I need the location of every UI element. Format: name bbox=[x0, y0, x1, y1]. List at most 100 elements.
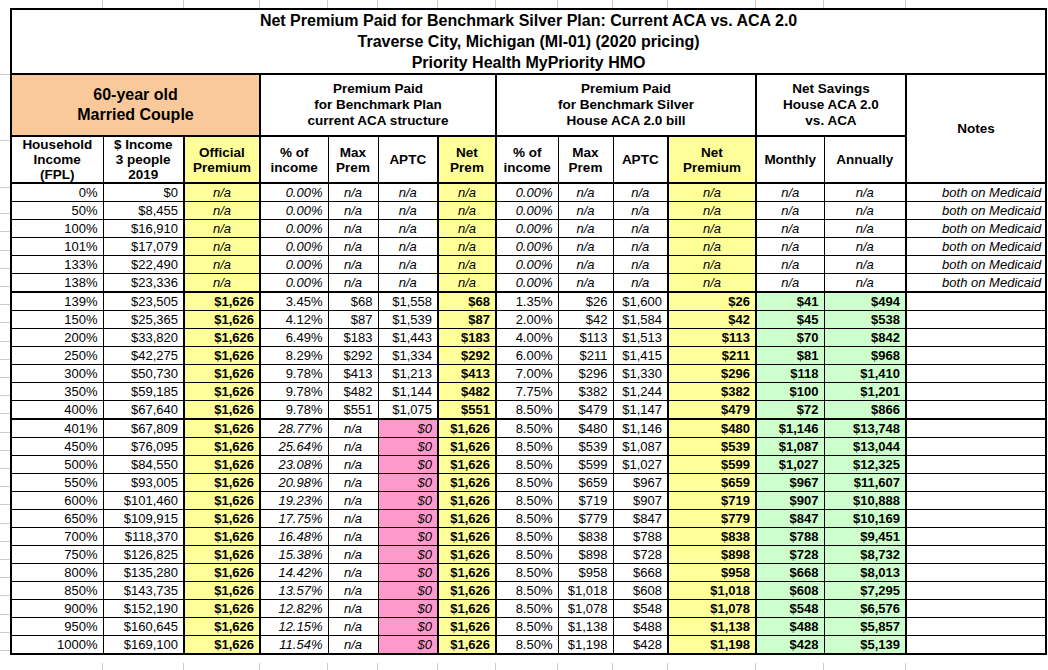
cell-pct2: 8.50% bbox=[496, 600, 558, 618]
cell-net2: $599 bbox=[668, 456, 756, 474]
cell-monthly: $967 bbox=[756, 474, 824, 492]
group-profile: 60-year old Married Couple bbox=[11, 74, 260, 136]
cell-net1: $1,626 bbox=[438, 456, 496, 474]
cell-net1: $1,626 bbox=[438, 438, 496, 456]
cell-net1: $292 bbox=[438, 347, 496, 365]
cell-aptc2: n/a bbox=[613, 183, 668, 202]
cell-note bbox=[906, 347, 1046, 365]
cell-monthly: $41 bbox=[756, 292, 824, 311]
cell-fpl: 350% bbox=[11, 383, 103, 401]
table-row: 300%$50,730$1,6269.78%$413$1,213$4137.00… bbox=[11, 365, 1046, 383]
cell-net1: $183 bbox=[438, 329, 496, 347]
cell-aptc2: $668 bbox=[613, 564, 668, 582]
cell-fpl: 1000% bbox=[11, 636, 103, 655]
cell-fpl: 100% bbox=[11, 220, 103, 238]
cell-net1: $1,626 bbox=[438, 564, 496, 582]
cell-income: $126,825 bbox=[103, 546, 184, 564]
cell-fpl: 850% bbox=[11, 582, 103, 600]
table-body: 0%$0n/a0.00%n/an/an/a0.00%n/an/an/an/an/… bbox=[11, 183, 1046, 654]
cell-pct2: 1.35% bbox=[496, 292, 558, 311]
cell-note bbox=[906, 546, 1046, 564]
cell-annually: $5,857 bbox=[824, 618, 906, 636]
gridline-stub bbox=[259, 0, 260, 8]
cell-pct2: 8.50% bbox=[496, 528, 558, 546]
cell-net1: $1,626 bbox=[438, 636, 496, 655]
column-header-annually: Annually bbox=[824, 136, 906, 183]
cell-note: both on Medicaid bbox=[906, 220, 1046, 238]
group-net-savings: Net Savings House ACA 2.0 vs. ACA bbox=[756, 74, 906, 136]
cell-max1: n/a bbox=[328, 636, 378, 655]
table-row: 150%$25,365$1,6264.12%$87$1,539$872.00%$… bbox=[11, 311, 1046, 329]
table-row: 750%$126,825$1,62615.38%n/a$0$1,6268.50%… bbox=[11, 546, 1046, 564]
cell-aptc2: $728 bbox=[613, 546, 668, 564]
cell-aptc1: n/a bbox=[378, 202, 438, 220]
cell-monthly: n/a bbox=[756, 202, 824, 220]
premium-comparison-table: Net Premium Paid for Benchmark Silver Pl… bbox=[10, 8, 1047, 655]
gridline-stub bbox=[259, 663, 260, 670]
cell-aptc2: $788 bbox=[613, 528, 668, 546]
table-row: 450%$76,095$1,62625.64%n/a$0$1,6268.50%$… bbox=[11, 438, 1046, 456]
cell-max2: $113 bbox=[558, 329, 613, 347]
cell-income: $101,460 bbox=[103, 492, 184, 510]
cell-max2: $1,078 bbox=[558, 600, 613, 618]
cell-net2: $539 bbox=[668, 438, 756, 456]
cell-pct1: 9.78% bbox=[260, 401, 328, 420]
cell-net1: $68 bbox=[438, 292, 496, 311]
cell-note bbox=[906, 600, 1046, 618]
table-row: 401%$67,809$1,62628.77%n/a$0$1,6268.50%$… bbox=[11, 419, 1046, 438]
cell-fpl: 139% bbox=[11, 292, 103, 311]
cell-income: $50,730 bbox=[103, 365, 184, 383]
cell-pct2: 2.00% bbox=[496, 311, 558, 329]
gridline-stub bbox=[0, 187, 10, 188]
cell-monthly: n/a bbox=[756, 238, 824, 256]
cell-max2: $479 bbox=[558, 401, 613, 420]
cell-fpl: 300% bbox=[11, 365, 103, 383]
cell-max1: n/a bbox=[328, 618, 378, 636]
cell-note: both on Medicaid bbox=[906, 274, 1046, 293]
cell-aptc2: $1,146 bbox=[613, 419, 668, 438]
cell-fpl: 200% bbox=[11, 329, 103, 347]
cell-monthly: $81 bbox=[756, 347, 824, 365]
group-aca-2-0: Premium Paid for Benchmark Silver House … bbox=[496, 74, 756, 136]
cell-max2: n/a bbox=[558, 238, 613, 256]
cell-annually: $1,201 bbox=[824, 383, 906, 401]
cell-monthly: $548 bbox=[756, 600, 824, 618]
cell-net2: $958 bbox=[668, 564, 756, 582]
cell-max1: $413 bbox=[328, 365, 378, 383]
table-row: 139%$23,505$1,6263.45%$68$1,558$681.35%$… bbox=[11, 292, 1046, 311]
gridline-stub bbox=[437, 663, 438, 670]
table-row: 850%$143,735$1,62613.57%n/a$0$1,6268.50%… bbox=[11, 582, 1046, 600]
cell-pct2: 7.75% bbox=[496, 383, 558, 401]
gridline-stub bbox=[183, 663, 184, 670]
cell-note bbox=[906, 311, 1046, 329]
cell-max2: $480 bbox=[558, 419, 613, 438]
cell-pct2: 8.50% bbox=[496, 618, 558, 636]
cell-net2: $1,078 bbox=[668, 600, 756, 618]
cell-pct1: 0.00% bbox=[260, 202, 328, 220]
cell-aptc2: $1,584 bbox=[613, 311, 668, 329]
cell-official: $1,626 bbox=[184, 311, 260, 329]
cell-aptc2: $1,147 bbox=[613, 401, 668, 420]
cell-aptc2: $1,244 bbox=[613, 383, 668, 401]
cell-fpl: 401% bbox=[11, 419, 103, 438]
cell-pct2: 8.50% bbox=[496, 438, 558, 456]
cell-pct1: 20.98% bbox=[260, 474, 328, 492]
cell-net2: $296 bbox=[668, 365, 756, 383]
cell-max2: $211 bbox=[558, 347, 613, 365]
cell-max2: $898 bbox=[558, 546, 613, 564]
cell-aptc1: $0 bbox=[378, 492, 438, 510]
cell-note bbox=[906, 582, 1046, 600]
cell-aptc2: $1,087 bbox=[613, 438, 668, 456]
gridline-stub bbox=[823, 0, 824, 8]
cell-net2: n/a bbox=[668, 220, 756, 238]
cell-aptc1: $1,213 bbox=[378, 365, 438, 383]
cell-fpl: 900% bbox=[11, 600, 103, 618]
cell-max2: $1,138 bbox=[558, 618, 613, 636]
cell-aptc1: $1,075 bbox=[378, 401, 438, 420]
cell-net2: $719 bbox=[668, 492, 756, 510]
table-row: 133%$22,490n/a0.00%n/an/an/a0.00%n/an/an… bbox=[11, 256, 1046, 274]
column-header-max-prem-aca: Max Prem bbox=[328, 136, 378, 183]
cell-annually: $494 bbox=[824, 292, 906, 311]
cell-net1: $413 bbox=[438, 365, 496, 383]
cell-max2: $599 bbox=[558, 456, 613, 474]
